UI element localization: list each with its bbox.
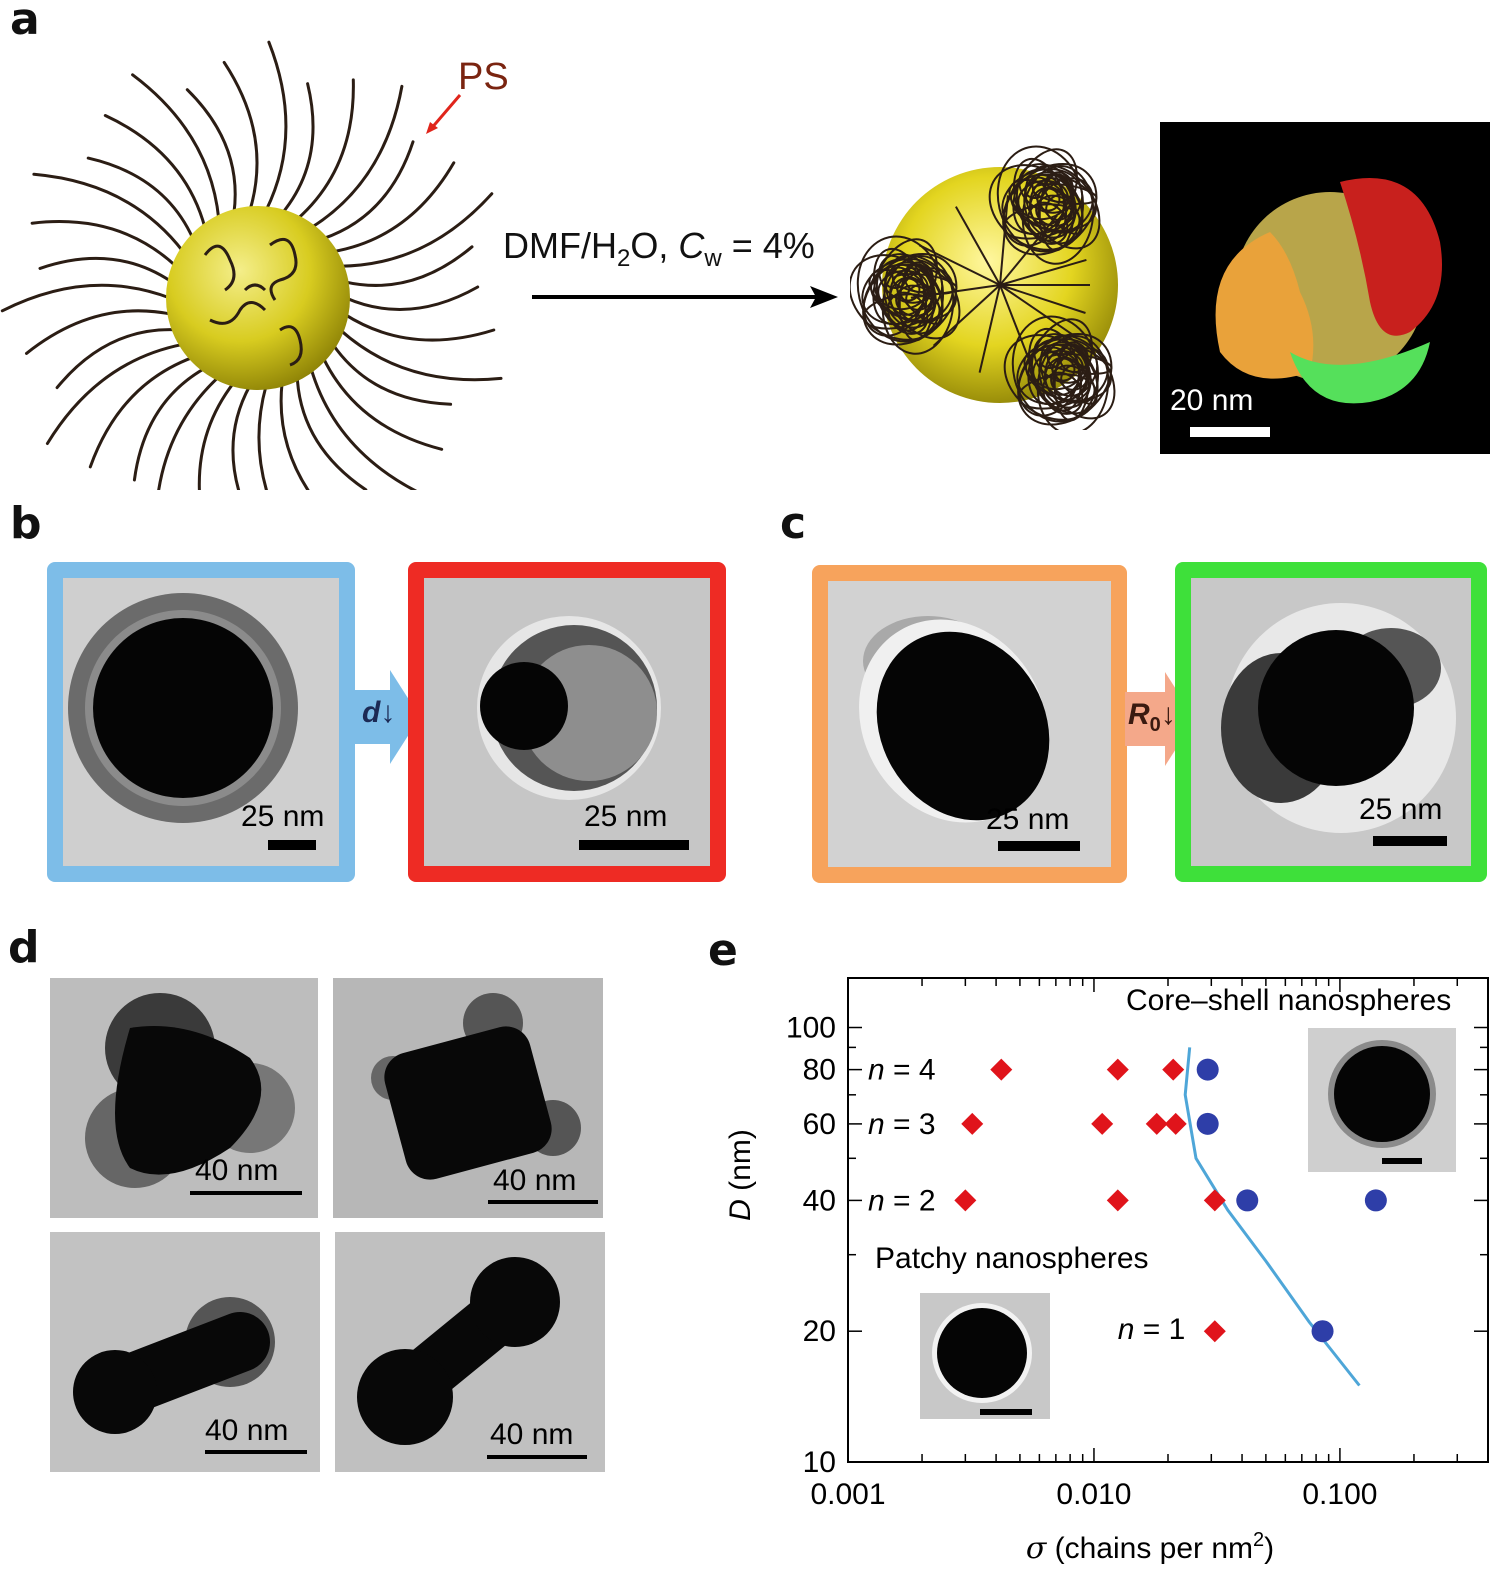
row-label: n = 1 xyxy=(1118,1313,1186,1346)
em-image-d-tetramer: 40 nm xyxy=(333,978,603,1218)
y-tick-label: 60 xyxy=(803,1108,836,1141)
x-tick-label: 0.001 xyxy=(810,1478,885,1511)
scale-text-b-left: 25 nm xyxy=(241,800,325,833)
x-tick-label: 0.010 xyxy=(1056,1478,1131,1511)
x-tick-label: 0.100 xyxy=(1302,1478,1377,1511)
row-label: n = 3 xyxy=(868,1108,936,1141)
em-frame-b-left: 25 nm xyxy=(47,562,355,882)
patchy-nanoparticle-illustration xyxy=(850,145,1118,430)
em-image-d-trimer: 40 nm xyxy=(50,978,318,1218)
scale-text-c-left: 25 nm xyxy=(986,803,1070,836)
diamond-marker xyxy=(1106,1058,1129,1081)
em-frame-c-right: 25 nm xyxy=(1175,562,1487,882)
grafted-nanoparticle-illustration xyxy=(0,40,503,490)
tomography-reconstruction: 20 nm xyxy=(1160,122,1490,454)
arrow-d-decrease xyxy=(350,670,420,764)
ps-label: PS xyxy=(458,56,509,98)
scale-text-d-1: 40 nm xyxy=(195,1154,279,1187)
scale-text-d-2: 40 nm xyxy=(493,1164,577,1197)
row-label: n = 4 xyxy=(868,1054,936,1087)
y-tick-label: 40 xyxy=(803,1184,836,1217)
diamond-marker xyxy=(1162,1058,1185,1081)
scale-bar-b-left xyxy=(268,840,316,850)
region-label-patchy: Patchy nanospheres xyxy=(875,1242,1149,1275)
inset-core-shell-em xyxy=(1308,1028,1456,1172)
circle-marker xyxy=(1196,1112,1219,1135)
y-tick-label: 20 xyxy=(803,1315,836,1348)
reaction-arrow xyxy=(532,286,838,308)
diamond-marker xyxy=(1091,1112,1114,1135)
em-image-d-dimer-1: 40 nm xyxy=(50,1232,320,1472)
sigma-d-chart: 0.001 0.010 0.100 10 20 40 60 80 100 σ (chains … xyxy=(724,977,1489,1566)
y-tick-label: 80 xyxy=(803,1054,836,1087)
diamond-marker xyxy=(990,1058,1013,1081)
panel-label-e: e xyxy=(708,925,738,976)
diamond-marker xyxy=(1203,1320,1226,1343)
assembly-condition: DMF/H2O, Cw = 4% xyxy=(503,225,815,273)
diamond-marker xyxy=(954,1189,977,1212)
y-axis-label: D (nm) xyxy=(724,1129,757,1221)
x-axis-label: σ (chains per nm2) xyxy=(1026,1529,1274,1566)
scale-text-b-right: 25 nm xyxy=(584,800,668,833)
inset-patchy-em xyxy=(920,1293,1050,1419)
diamond-marker xyxy=(1145,1112,1168,1135)
panel-label-c: c xyxy=(780,498,807,549)
circle-marker xyxy=(1196,1058,1219,1081)
y-tick-label: 100 xyxy=(786,1012,836,1045)
circle-marker xyxy=(1311,1320,1334,1343)
boundary-curve xyxy=(1183,1047,1361,1387)
scale-bar-d-1 xyxy=(190,1191,302,1195)
scale-text-a: 20 nm xyxy=(1170,384,1254,417)
scale-bar-b-right xyxy=(579,840,689,850)
scale-bar-a xyxy=(1190,427,1270,437)
scale-text-d-3: 40 nm xyxy=(205,1414,289,1447)
row-label: n = 2 xyxy=(868,1184,936,1217)
diamond-marker xyxy=(1164,1112,1187,1135)
scale-text-c-right: 25 nm xyxy=(1359,793,1443,826)
scale-bar-d-4 xyxy=(487,1455,587,1459)
diamond-marker xyxy=(1203,1189,1226,1212)
y-tick-label: 10 xyxy=(803,1446,836,1479)
em-frame-b-right: 25 nm xyxy=(408,562,726,882)
panel-label-b: b xyxy=(10,498,42,549)
scale-bar-c-left xyxy=(998,841,1080,851)
scale-text-d-4: 40 nm xyxy=(490,1418,574,1451)
em-image-d-dimer-2: 40 nm xyxy=(335,1232,605,1472)
panel-label-a: a xyxy=(10,0,40,45)
diamond-marker xyxy=(1106,1189,1129,1212)
arrow-d-label: d↓ xyxy=(362,696,396,729)
diamond-marker xyxy=(961,1112,984,1135)
scale-bar-d-3 xyxy=(205,1450,307,1454)
circle-marker xyxy=(1236,1189,1259,1212)
scale-bar-c-right xyxy=(1373,836,1447,846)
circle-marker xyxy=(1364,1189,1387,1212)
arrow-r0-label: R0↓ xyxy=(1128,698,1176,736)
ps-pointer-arrow xyxy=(426,94,462,134)
region-label-core-shell: Core–shell nanospheres xyxy=(1126,984,1451,1017)
panel-label-d: d xyxy=(8,922,40,973)
em-frame-c-left: 25 nm xyxy=(812,565,1127,883)
scale-bar-d-2 xyxy=(488,1200,598,1204)
